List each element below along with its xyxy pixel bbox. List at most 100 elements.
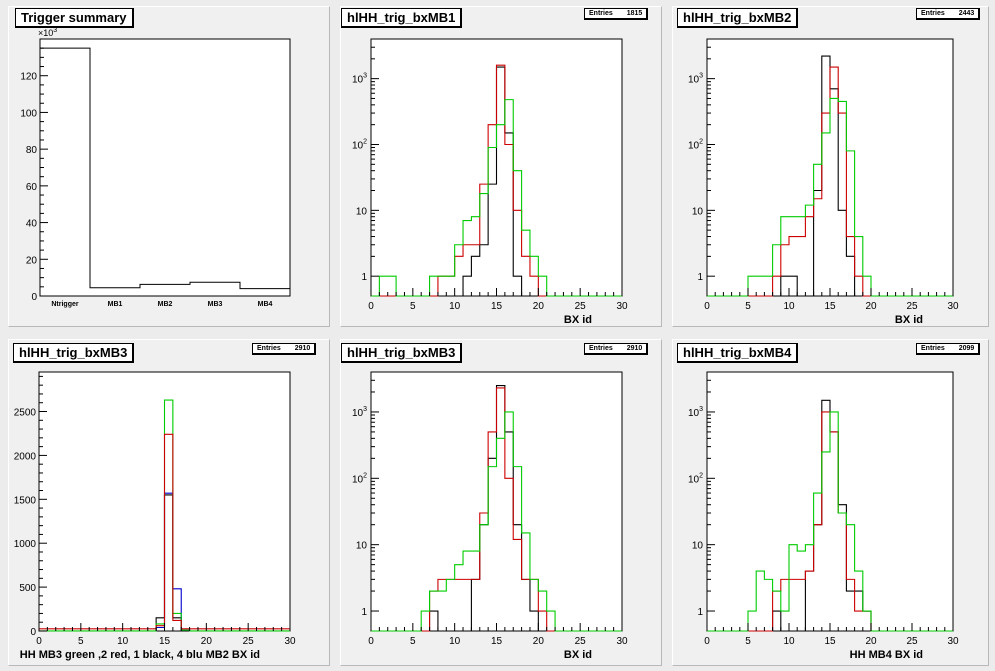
stats-value: 1815 <box>626 10 643 17</box>
bar-outline <box>39 47 291 296</box>
x-tick-label: 5 <box>410 636 416 647</box>
y-tick-label: 103 <box>352 406 367 419</box>
stats-label: Entries <box>921 345 945 352</box>
pad-hlhh-trig-bxmb1: 0 5 10 15 20 25 30 1 10 102 103 BX id hlHH_trig_bxM… <box>340 6 662 327</box>
histogram-series <box>371 99 622 297</box>
y-tick-label: 103 <box>688 406 703 419</box>
stats-box: Entries 2910 <box>584 343 649 355</box>
plot-hlhh-trig-bxmb3-linear: 0 5 10 15 20 25 30 0 500 1000 1500 2000 2500 HH MB3 g… <box>14 371 296 661</box>
plot-hlhh-trig-bxmb4: 0 5 10 15 20 25 30 1 10 102 103 HH MB4 BX id <box>688 371 959 661</box>
pad-hlhh-trig-bxmb3-log: 0 5 10 15 20 25 30 1 10 102 103 BX id hlHH_trig_bxM… <box>340 339 662 666</box>
plot-hlhh-trig-bxmb2: 0 5 10 15 20 25 30 1 10 102 103 BX id <box>688 38 959 326</box>
category-label: MB4 <box>258 301 273 308</box>
category-label: MB1 <box>108 301 123 308</box>
x-tick-label: 25 <box>575 636 587 647</box>
x-tick-label: 5 <box>745 301 751 312</box>
x-tick-label: 0 <box>368 636 374 647</box>
plot-hlhh-trig-bxmb3-log: 0 5 10 15 20 25 30 1 10 102 103 BX id <box>352 371 628 661</box>
x-tick-label: 25 <box>575 301 587 312</box>
stats-value: 2099 <box>958 345 975 352</box>
x-tick-label: 20 <box>865 301 877 312</box>
x-tick-label: 10 <box>449 301 461 312</box>
x-tick-label: 15 <box>491 636 503 647</box>
plot-frame <box>39 38 291 297</box>
x-tick-label: 15 <box>824 636 836 647</box>
stats-box: Entries 1815 <box>584 8 649 20</box>
x-tick-label: 15 <box>491 301 503 312</box>
pad-hlhh-trig-bxmb3-linear: 0 5 10 15 20 25 30 0 500 1000 1500 2000 2500 HH MB3 g… <box>8 339 330 666</box>
y-tick-label: 500 <box>19 583 36 594</box>
y-tick-label: 1 <box>697 272 703 283</box>
y-tick-label: 103 <box>688 73 703 86</box>
pad-title: hlHH_trig_bxMB4 <box>677 343 799 363</box>
x-tick-label: 30 <box>284 636 296 647</box>
histogram-series <box>39 433 290 630</box>
y-tick-label: 100 <box>20 108 37 119</box>
x-tick-label: 15 <box>824 301 836 312</box>
y-tick-label: 1500 <box>14 495 37 506</box>
x-tick-label: 20 <box>533 636 545 647</box>
x-tick-label: 5 <box>410 301 416 312</box>
x-tick-label: 20 <box>533 301 545 312</box>
y-tick-label: 2000 <box>14 451 37 462</box>
pad-title: hlHH_trig_bxMB3 <box>13 343 135 363</box>
x-axis-label: BX id <box>895 314 923 326</box>
y-tick-label: 1 <box>361 272 367 283</box>
y-tick-label: 10 <box>692 541 704 552</box>
y-tick-label: 102 <box>352 138 367 151</box>
y-tick-label: 20 <box>26 255 38 266</box>
stats-value: 2910 <box>294 345 311 352</box>
y-tick-label: 60 <box>26 182 38 193</box>
y-tick-label: 120 <box>20 72 37 83</box>
pad-title: hlHH_trig_bxMB2 <box>677 8 799 28</box>
histogram-series <box>371 411 622 632</box>
histogram-series <box>39 399 290 632</box>
x-axis-label: BX id <box>564 314 592 326</box>
x-tick-label: 0 <box>704 301 710 312</box>
pad-title: Trigger summary <box>15 8 134 28</box>
stats-box: Entries 2099 <box>916 343 981 355</box>
stats-label: Entries <box>589 345 613 352</box>
y-tick-label: 103 <box>352 73 367 86</box>
x-tick-label: 15 <box>159 636 171 647</box>
plot-hlhh-trig-bxmb1: 0 5 10 15 20 25 30 1 10 102 103 BX id <box>352 38 628 326</box>
x-axis-label: HH MB4 BX id <box>850 649 923 661</box>
stats-box: Entries 2443 <box>916 8 981 20</box>
x-tick-label: 25 <box>243 636 255 647</box>
x-axis-label: BX id <box>564 649 592 661</box>
y-tick-label: 1 <box>697 607 703 618</box>
y-tick-label: 10 <box>356 206 368 217</box>
axis-multiplier: ×103 <box>38 27 57 38</box>
x-tick-label: 10 <box>783 301 795 312</box>
stats-label: Entries <box>921 10 945 17</box>
y-tick-label: 80 <box>26 145 38 156</box>
y-tick-label: 0 <box>31 292 37 303</box>
category-label: Ntrigger <box>51 301 79 308</box>
x-tick-label: 10 <box>783 636 795 647</box>
stats-value: 2443 <box>958 10 975 17</box>
plot-trigger-summary: Ntrigger MB1 MB2 MB3 MB4 0 20 40 60 80 100 120 ×103 <box>20 27 291 308</box>
x-tick-label: 0 <box>368 301 374 312</box>
stats-box: Entries 2910 <box>252 343 317 355</box>
category-label: MB3 <box>208 301 223 308</box>
stats-value: 2910 <box>626 345 643 352</box>
y-tick-label: 40 <box>26 219 38 230</box>
y-tick-label: 1 <box>361 607 367 618</box>
pad-hlhh-trig-bxmb4: 0 5 10 15 20 25 30 1 10 102 103 HH MB4 BX id hlHH_t… <box>672 339 989 666</box>
pad-trigger-summary: Ntrigger MB1 MB2 MB3 MB4 0 20 40 60 80 100 120 ×103 … <box>8 6 330 327</box>
x-tick-label: 25 <box>906 636 918 647</box>
category-label: MB2 <box>158 301 173 308</box>
x-tick-label: 20 <box>865 636 877 647</box>
x-tick-label: 10 <box>117 636 129 647</box>
x-tick-label: 5 <box>745 636 751 647</box>
pad-hlhh-trig-bxmb2: 0 5 10 15 20 25 30 1 10 102 103 BX id hlHH_trig_bxM… <box>672 6 989 327</box>
y-tick-label: 102 <box>352 472 367 485</box>
y-tick-label: 10 <box>356 541 368 552</box>
x-tick-label: 10 <box>449 636 461 647</box>
x-tick-label: 5 <box>78 636 84 647</box>
x-tick-label: 20 <box>201 636 213 647</box>
x-tick-label: 25 <box>906 301 918 312</box>
x-tick-label: 30 <box>616 301 628 312</box>
x-tick-label: 30 <box>616 636 628 647</box>
x-tick-label: 30 <box>947 636 959 647</box>
